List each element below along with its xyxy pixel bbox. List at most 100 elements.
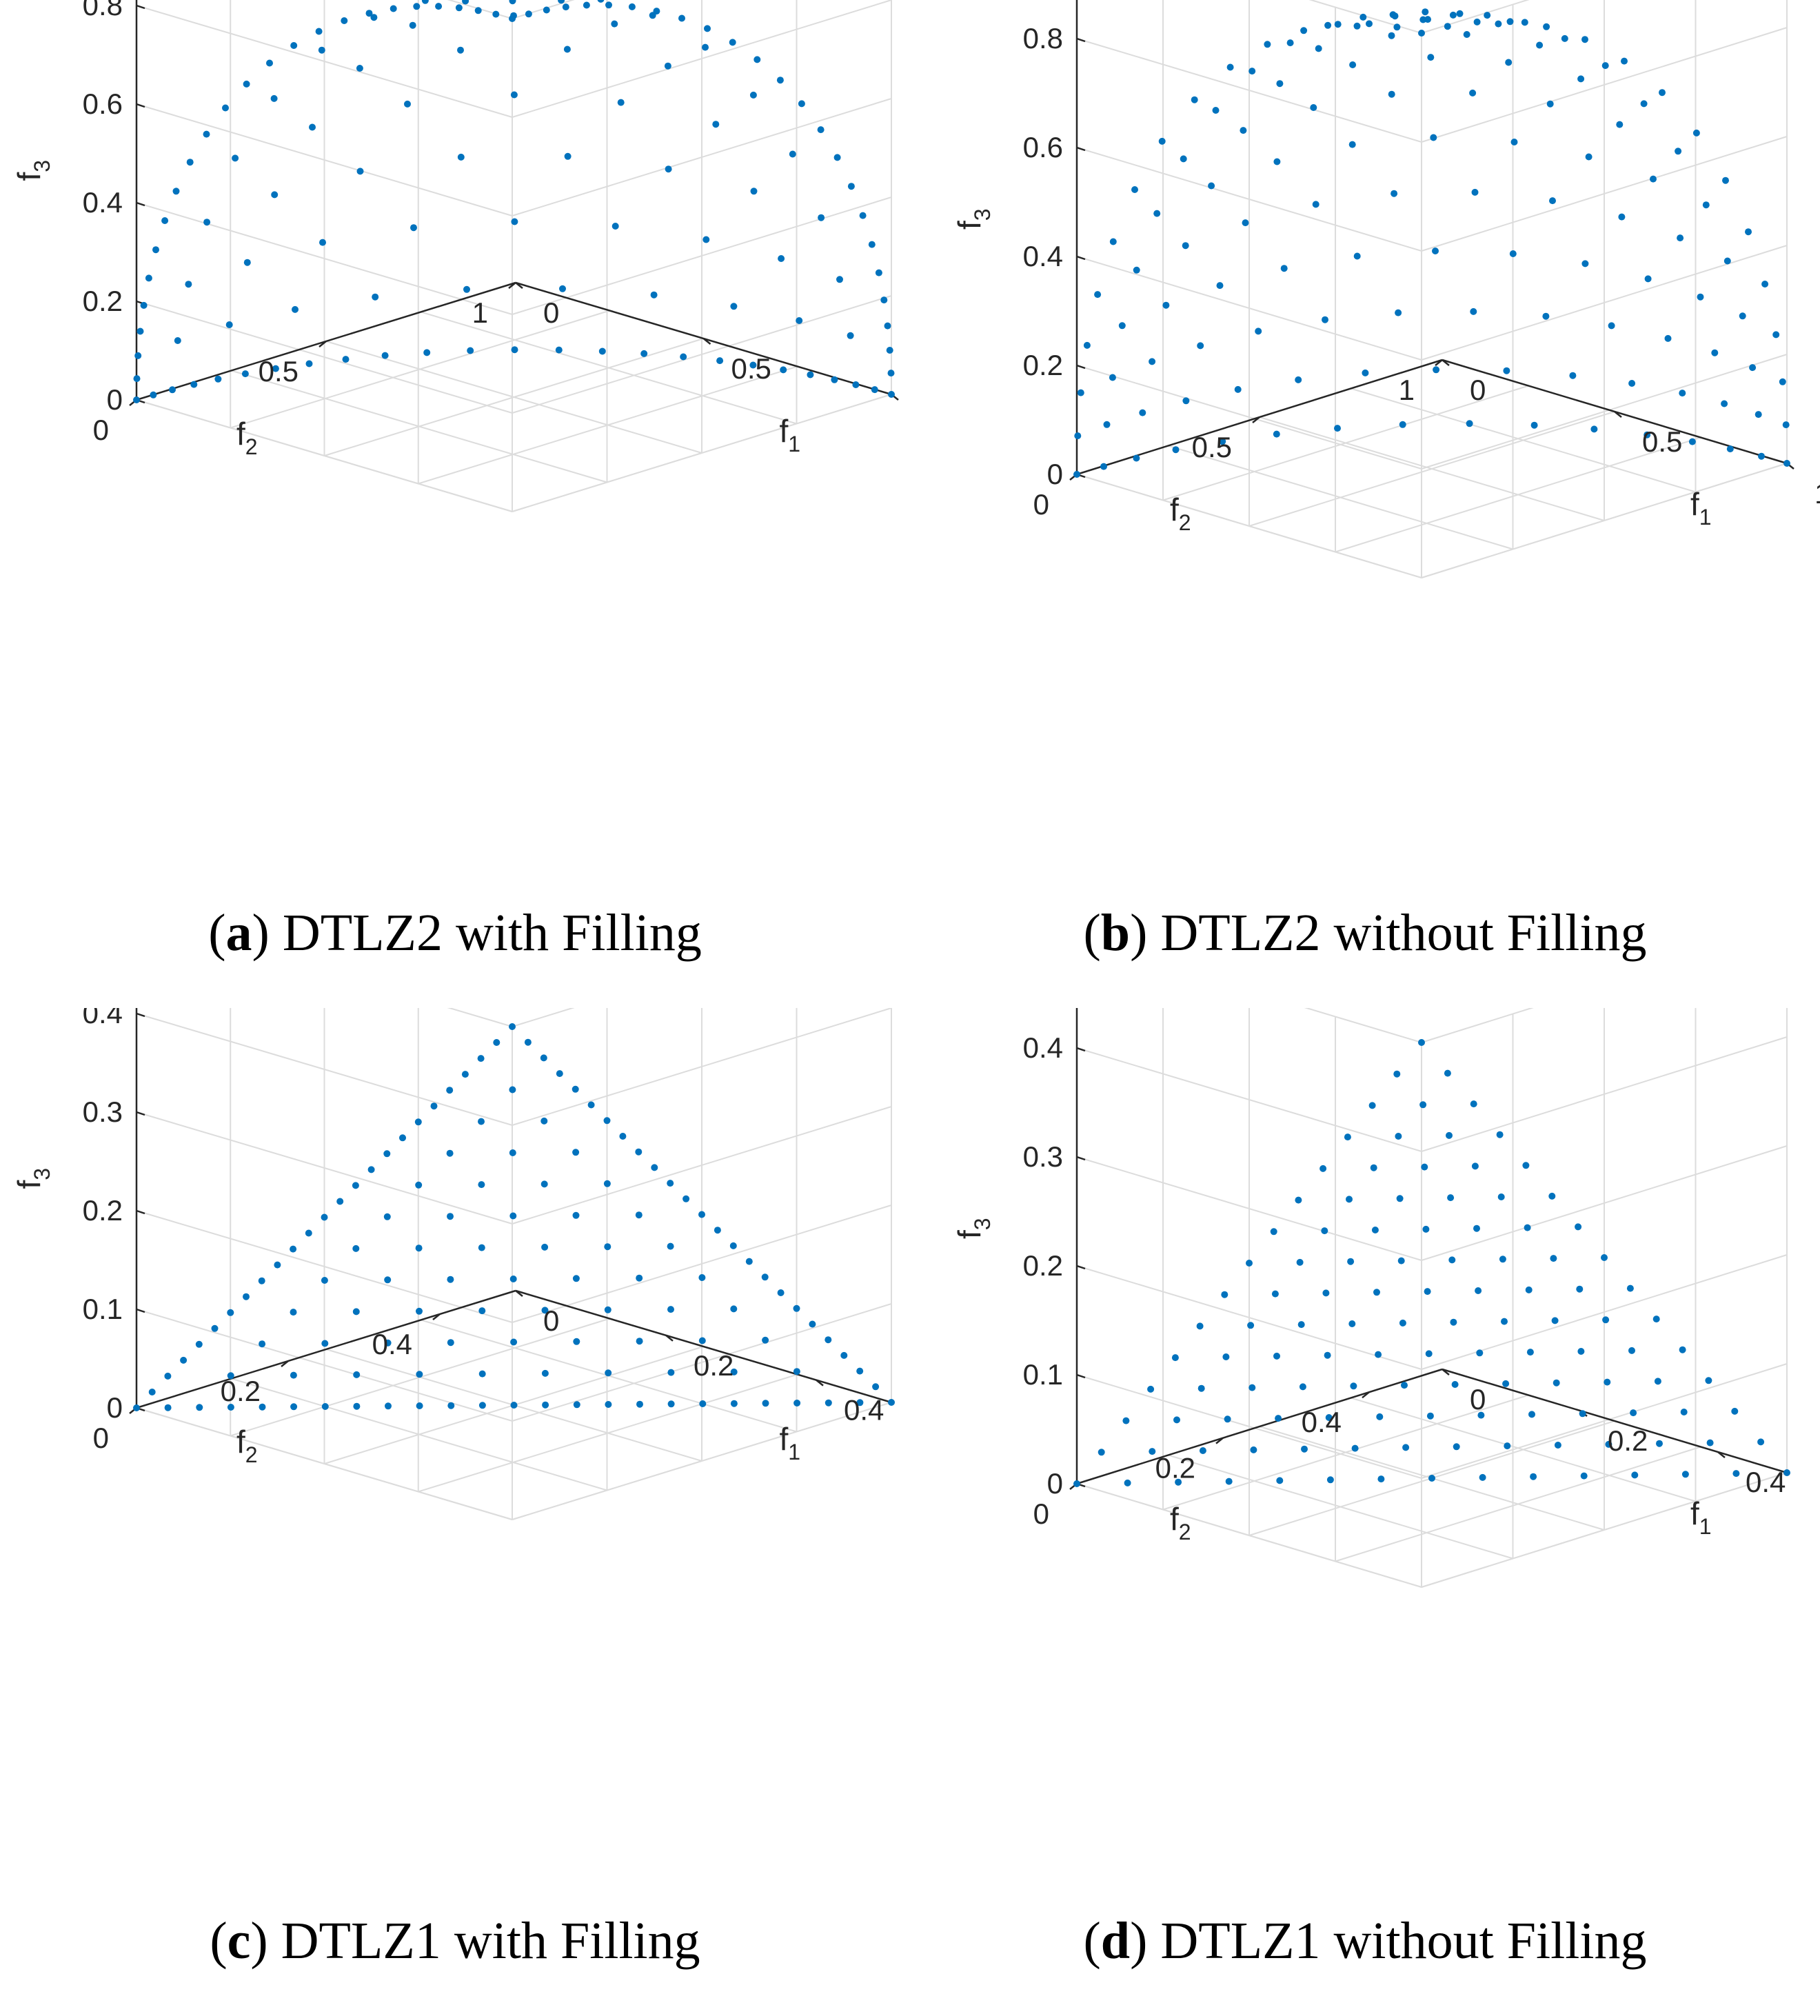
data-point <box>1197 1384 1205 1392</box>
data-point <box>1391 190 1398 197</box>
data-point <box>1315 45 1322 52</box>
data-point <box>1561 34 1568 42</box>
data-point <box>604 1306 611 1313</box>
data-point <box>1300 27 1308 34</box>
data-point <box>478 1244 485 1251</box>
data-point <box>1109 238 1117 245</box>
z-tick <box>1076 255 1086 261</box>
data-point <box>611 223 619 230</box>
data-point <box>133 375 141 383</box>
data-point <box>1608 322 1615 330</box>
data-point <box>1644 431 1651 439</box>
gridline <box>136 1111 513 1224</box>
data-point <box>467 347 474 354</box>
gridline <box>136 1013 513 1126</box>
f2-tick <box>1252 416 1260 423</box>
data-point <box>796 317 803 324</box>
data-point <box>1350 1382 1357 1390</box>
data-point <box>509 1212 517 1220</box>
data-point <box>1344 1133 1351 1141</box>
data-point <box>888 1399 895 1406</box>
data-point <box>196 1404 203 1411</box>
data-point <box>1222 1353 1230 1360</box>
z-tick-label: 0.2 <box>83 1194 123 1227</box>
data-point <box>1616 121 1624 128</box>
data-point <box>1310 104 1317 111</box>
data-point <box>1348 1320 1356 1327</box>
data-point <box>1246 1260 1253 1267</box>
gridline <box>512 98 892 216</box>
data-point <box>1656 1440 1663 1447</box>
f1-tick-label: 0.5 <box>1642 425 1682 458</box>
data-point <box>478 1181 485 1189</box>
data-point <box>1496 1131 1504 1138</box>
data-point <box>1755 411 1762 419</box>
data-point <box>777 1289 785 1296</box>
data-point <box>1772 331 1780 339</box>
z-tick-label: 0.8 <box>83 0 123 21</box>
z-tick <box>136 4 145 10</box>
z-tick-label: 0.4 <box>1023 1031 1063 1064</box>
data-point <box>884 322 891 330</box>
f2-tick-label: 0.2 <box>221 1375 261 1407</box>
data-point <box>461 1071 469 1078</box>
data-point <box>651 1164 658 1171</box>
data-point <box>492 10 500 18</box>
z-tick <box>136 1308 145 1313</box>
data-point <box>1681 1471 1689 1478</box>
f1-tick-label: 0.5 <box>731 352 771 385</box>
f1-tick-label: 0.4 <box>844 1394 884 1427</box>
data-point <box>1376 1413 1384 1420</box>
gridline <box>512 295 892 414</box>
data-point <box>573 1401 580 1409</box>
data-point <box>1098 1449 1105 1456</box>
data-point <box>1353 22 1361 30</box>
f2-tick <box>1215 1437 1224 1444</box>
data-point <box>1577 75 1585 83</box>
gridline <box>325 341 702 454</box>
f1-tick <box>1717 1451 1726 1458</box>
f1-tick <box>816 1379 824 1387</box>
data-point <box>1581 260 1589 268</box>
f2-axis-label: f2 <box>236 416 258 459</box>
data-point <box>315 28 323 35</box>
data-point <box>543 6 550 14</box>
data-point <box>628 3 636 10</box>
data-point <box>1426 1412 1434 1420</box>
data-point <box>1334 21 1342 28</box>
data-point <box>1424 1288 1431 1296</box>
gridline <box>512 0 892 118</box>
z-tick-label: 0.4 <box>83 186 123 219</box>
data-point <box>1554 1442 1561 1449</box>
data-point <box>1248 68 1256 75</box>
f1-axis-label: f1 <box>780 413 801 456</box>
f1-tick <box>1614 411 1622 418</box>
gridline <box>230 310 610 429</box>
data-point <box>761 1273 769 1281</box>
data-point <box>1162 301 1170 309</box>
data-point <box>587 1101 595 1109</box>
data-point <box>1530 421 1538 429</box>
gridline <box>1421 1008 1534 1043</box>
data-point <box>1504 1442 1511 1450</box>
data-point <box>509 1149 516 1156</box>
data-point <box>1271 1290 1279 1298</box>
data-point <box>152 246 159 254</box>
data-point <box>1074 432 1082 440</box>
data-point <box>1590 425 1598 433</box>
data-point <box>258 1277 265 1284</box>
gridline <box>1421 27 1788 143</box>
data-point <box>1444 23 1451 30</box>
f1-tick-label: 0 <box>1470 1383 1486 1415</box>
data-point <box>1628 1347 1635 1354</box>
data-point <box>1783 1469 1790 1476</box>
data-point <box>540 1054 547 1062</box>
gridline <box>136 1210 513 1323</box>
data-point <box>1550 1255 1557 1262</box>
data-point <box>1576 1285 1584 1293</box>
data-point <box>190 381 198 388</box>
data-point <box>1640 100 1648 108</box>
gridline <box>136 103 513 216</box>
data-point <box>603 1117 611 1125</box>
